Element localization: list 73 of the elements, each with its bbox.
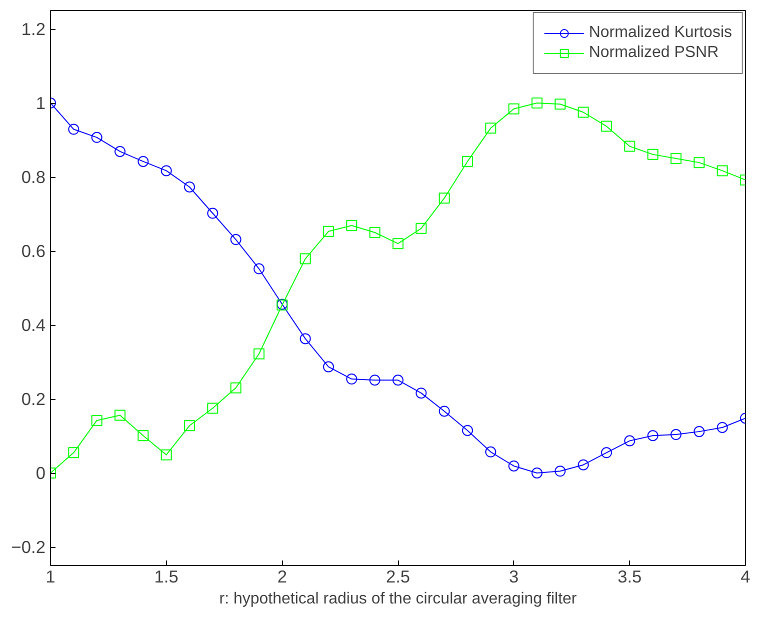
point <box>114 146 126 157</box>
x-tick-label: 1.5 <box>154 566 178 586</box>
point <box>68 447 80 458</box>
y-tick-label: 0 <box>36 463 46 483</box>
x-tick-label: 3.5 <box>618 566 642 586</box>
point <box>716 422 728 433</box>
point <box>438 406 450 417</box>
y-tick-label: 1.2 <box>21 19 46 39</box>
point <box>462 156 473 167</box>
point <box>670 153 682 164</box>
point <box>300 333 311 344</box>
point <box>160 165 172 176</box>
point <box>91 132 102 143</box>
point <box>207 402 218 414</box>
point <box>532 468 542 478</box>
point <box>578 106 589 118</box>
point <box>647 148 658 160</box>
point <box>508 460 520 472</box>
x-tick-label: 2.5 <box>386 566 410 586</box>
y-tick-label: −0.2 <box>11 537 46 557</box>
x-tick-label: 3 <box>509 566 519 586</box>
point <box>369 227 380 238</box>
point <box>346 374 358 385</box>
point <box>300 253 311 264</box>
point <box>508 103 520 114</box>
point <box>230 234 242 246</box>
point <box>323 361 334 372</box>
point <box>138 156 149 167</box>
y-tick-label: 0.8 <box>21 167 46 187</box>
y-tick-label: 1 <box>36 93 46 113</box>
point <box>392 238 404 250</box>
point <box>207 208 218 219</box>
point <box>254 263 264 274</box>
point <box>184 182 195 192</box>
point <box>485 446 496 458</box>
point <box>716 165 728 176</box>
point <box>601 120 612 132</box>
point <box>670 429 682 440</box>
point <box>230 382 242 394</box>
point <box>624 435 636 446</box>
point <box>160 449 172 460</box>
legend-label: Normalized PSNR <box>588 44 719 62</box>
point <box>91 414 102 426</box>
point <box>624 140 636 152</box>
point <box>578 459 589 470</box>
point <box>254 348 264 360</box>
point <box>369 374 380 386</box>
point <box>323 226 334 237</box>
point <box>68 124 80 135</box>
point <box>346 220 358 231</box>
point <box>462 424 473 436</box>
legend-label: Normalized Kurtosis <box>588 24 732 42</box>
point <box>485 122 496 134</box>
point <box>554 98 566 110</box>
point <box>647 430 658 442</box>
point <box>694 426 705 438</box>
point <box>138 430 149 442</box>
point <box>114 410 126 421</box>
point <box>532 98 542 108</box>
point <box>416 222 427 234</box>
y-tick-label: 0.4 <box>21 315 46 335</box>
y-tick-label: 0.6 <box>21 241 46 261</box>
point <box>392 374 404 386</box>
y-tick-label: 0.2 <box>21 389 46 409</box>
point <box>438 192 450 204</box>
point <box>694 157 705 168</box>
point <box>554 466 566 477</box>
point <box>416 388 427 399</box>
point <box>184 420 195 432</box>
x-tick-label: 2 <box>277 566 287 586</box>
x-axis-title: r: hypothetical radius of the circular averaging filter <box>219 590 578 608</box>
point <box>601 447 612 458</box>
x-tick-label: 4 <box>740 566 751 586</box>
